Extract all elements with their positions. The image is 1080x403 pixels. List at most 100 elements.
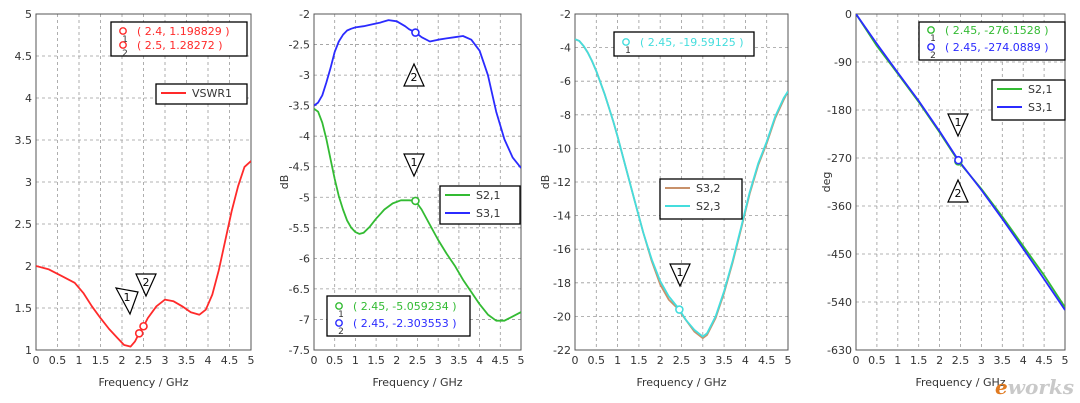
y-axis-label: dB xyxy=(278,175,291,190)
y-tick-label: -2.5 xyxy=(289,39,310,52)
marker-readout-box xyxy=(918,21,1066,61)
legend-label: S3,1 xyxy=(1028,101,1052,114)
y-tick-label: 3.5 xyxy=(15,134,33,147)
series-line-s2-3 xyxy=(575,38,788,338)
y-tick-label: -6 xyxy=(299,252,310,265)
legend-box xyxy=(439,185,521,225)
x-tick-label: 3 xyxy=(162,354,169,367)
marker-readout-box xyxy=(110,21,248,57)
watermark-prefix: e xyxy=(995,375,1008,399)
legend-label: S2,1 xyxy=(476,189,500,202)
x-tick-label: 1 xyxy=(76,354,83,367)
readout-marker-id: 1 xyxy=(625,46,631,56)
readout-marker-id: 1 xyxy=(122,35,128,45)
legend-label: S2,3 xyxy=(696,200,720,213)
marker-point-1 xyxy=(675,305,684,314)
legend-label: S2,1 xyxy=(1028,83,1052,96)
x-tick-label: 4 xyxy=(205,354,212,367)
legend-label: S3,2 xyxy=(696,182,720,195)
x-tick-label: 3.5 xyxy=(178,354,196,367)
readout-value: ( 2.45, -276.1528 ) xyxy=(945,24,1049,37)
x-tick-label: 2 xyxy=(393,354,400,367)
marker-point-1 xyxy=(411,196,420,206)
readout-value: ( 2.45, -19.59125 ) xyxy=(640,36,744,49)
x-tick-label: 3 xyxy=(978,354,985,367)
marker-flag-label: 2 xyxy=(143,276,150,289)
x-tick-label: 0 xyxy=(853,354,860,367)
marker-point-2 xyxy=(411,28,420,37)
readout-value: ( 2.45, -2.303553 ) xyxy=(353,317,457,330)
marker-readout-box xyxy=(613,31,755,57)
y-tick-label: -6.5 xyxy=(289,283,310,296)
readout-marker-id: 1 xyxy=(338,310,344,320)
x-axis-label: Frequency / GHz xyxy=(915,376,1005,389)
y-tick-label: -270 xyxy=(827,152,852,165)
x-tick-label: 0.5 xyxy=(588,354,606,367)
x-tick-label: 5 xyxy=(785,354,792,367)
legend-box xyxy=(991,79,1066,121)
y-tick-label: -8 xyxy=(560,109,571,122)
y-tick-label: 1 xyxy=(25,344,32,357)
x-tick-label: 0 xyxy=(572,354,579,367)
y-tick-label: -3 xyxy=(299,69,310,82)
x-tick-label: 0.5 xyxy=(868,354,886,367)
marker-readout-box xyxy=(326,295,471,337)
y-axis-label: deg xyxy=(820,172,833,193)
y-tick-label: 2.5 xyxy=(15,218,33,231)
x-axis-label: Frequency / GHz xyxy=(372,376,462,389)
readout-marker-icon xyxy=(119,27,127,35)
x-tick-label: 0.5 xyxy=(49,354,67,367)
x-tick-label: 1 xyxy=(614,354,621,367)
x-tick-label: 3.5 xyxy=(715,354,733,367)
x-tick-label: 2 xyxy=(119,354,126,367)
x-tick-label: 4.5 xyxy=(221,354,239,367)
readout-marker-icon xyxy=(927,26,935,34)
marker-flag-label: 1 xyxy=(411,156,418,169)
y-tick-label: -20 xyxy=(553,310,571,323)
plot-frame xyxy=(574,13,789,351)
plot-frame xyxy=(35,13,252,351)
series-line-s2-1 xyxy=(314,107,521,322)
y-tick-label: -2 xyxy=(299,8,310,21)
readout-value: ( 2.5, 1.28272 ) xyxy=(137,39,223,52)
series-line-vswr1 xyxy=(36,160,251,348)
marker-flag-2 xyxy=(947,178,969,203)
readout-marker-icon xyxy=(119,41,127,49)
y-tick-label: -12 xyxy=(553,176,571,189)
x-tick-label: 1 xyxy=(894,354,901,367)
marker-point-2 xyxy=(954,155,963,165)
marker-flag-2 xyxy=(403,62,425,87)
y-tick-label: -2 xyxy=(560,8,571,21)
y-tick-label: -18 xyxy=(553,277,571,290)
x-tick-label: 2.5 xyxy=(135,354,153,367)
x-tick-label: 2 xyxy=(657,354,664,367)
y-tick-label: -7.5 xyxy=(289,344,310,357)
readout-marker-icon xyxy=(335,319,343,327)
plot-frame xyxy=(313,13,522,351)
y-tick-label: 2 xyxy=(25,260,32,273)
x-axis-label: Frequency / GHz xyxy=(98,376,188,389)
x-tick-label: 4 xyxy=(742,354,749,367)
readout-value: ( 2.4, 1.198829 ) xyxy=(137,25,230,38)
x-tick-label: 0.5 xyxy=(326,354,344,367)
x-axis-label: Frequency / GHz xyxy=(636,376,726,389)
x-tick-label: 2.5 xyxy=(409,354,427,367)
x-tick-label: 3.5 xyxy=(994,354,1012,367)
y-tick-label: -4 xyxy=(299,130,310,143)
x-tick-label: 1.5 xyxy=(630,354,648,367)
y-tick-label: -180 xyxy=(827,104,852,117)
x-tick-label: 0 xyxy=(311,354,318,367)
readout-marker-icon xyxy=(622,38,630,46)
y-tick-label: -450 xyxy=(827,248,852,261)
series-line-s3-1 xyxy=(314,19,521,169)
watermark-text: works xyxy=(1007,375,1074,399)
readout-marker-id: 2 xyxy=(122,49,128,59)
marker-flag-label: 2 xyxy=(411,71,418,84)
x-tick-label: 5 xyxy=(518,354,525,367)
y-tick-label: -16 xyxy=(553,243,571,256)
y-tick-label: -7 xyxy=(299,313,310,326)
marker-flag-1 xyxy=(947,113,969,138)
readout-marker-id: 2 xyxy=(338,327,344,337)
marker-flag-2 xyxy=(135,273,157,298)
